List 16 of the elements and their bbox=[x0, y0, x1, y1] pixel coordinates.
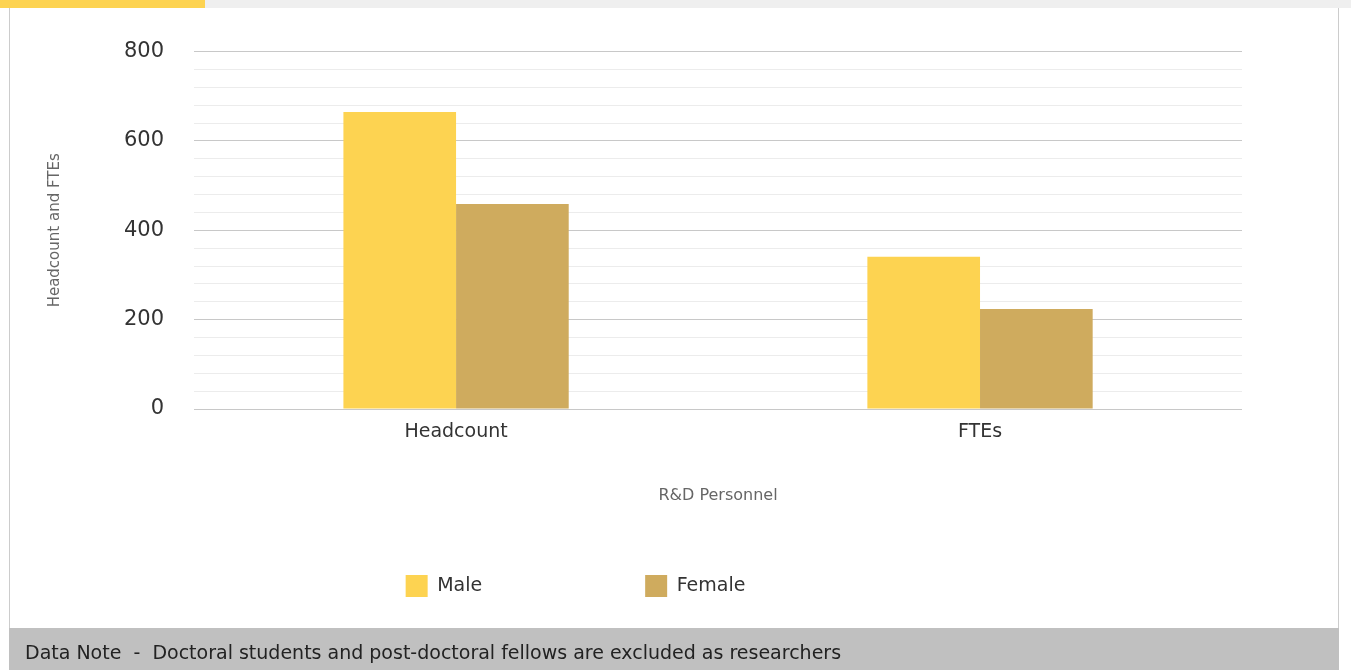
y-tick-label: 600 bbox=[123, 127, 165, 152]
legend-label: Male bbox=[437, 572, 616, 595]
bar bbox=[343, 111, 457, 409]
bar bbox=[456, 203, 569, 409]
y-tick-label: 0 bbox=[150, 395, 165, 420]
y-tick-label: 400 bbox=[123, 216, 165, 241]
y-tick-label: 800 bbox=[123, 38, 165, 63]
y-axis-title: Headcount and FTEs bbox=[44, 153, 63, 308]
x-axis-title: R&D Personnel bbox=[658, 484, 778, 504]
y-tick-label: 200 bbox=[123, 306, 165, 331]
x-tick-label: Headcount bbox=[404, 419, 508, 442]
x-tick-label: FTEs bbox=[957, 419, 1003, 442]
bar bbox=[980, 308, 1093, 409]
legend-label: Female bbox=[676, 572, 879, 595]
text: Data Note - Doctoral students and post-doctoral fellows are excluded as researchers bbox=[25, 641, 842, 663]
bar bbox=[867, 256, 981, 409]
